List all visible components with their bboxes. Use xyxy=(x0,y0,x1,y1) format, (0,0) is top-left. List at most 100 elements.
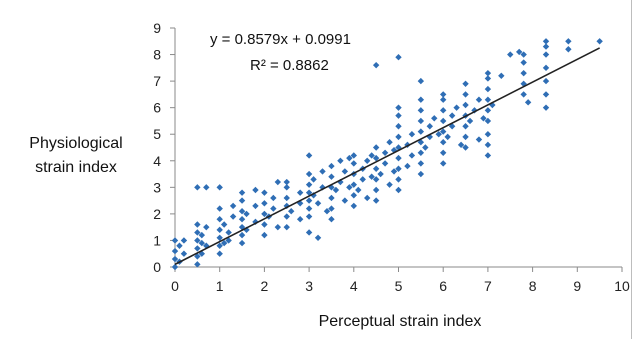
data-point xyxy=(261,210,268,218)
data-point xyxy=(381,160,389,167)
data-point xyxy=(377,170,384,178)
data-point xyxy=(305,213,313,220)
data-point xyxy=(395,54,402,61)
data-point xyxy=(328,162,335,170)
data-point xyxy=(346,154,353,162)
data-point xyxy=(417,160,425,167)
data-point xyxy=(270,205,277,212)
data-point xyxy=(283,178,290,186)
data-point xyxy=(484,152,492,159)
data-point xyxy=(171,247,179,255)
data-point xyxy=(386,181,393,188)
y-axis-label: Physiological strain index xyxy=(29,135,123,176)
data-point xyxy=(480,115,487,122)
data-point xyxy=(238,208,246,215)
y-tick-label: 7 xyxy=(153,73,161,89)
data-point xyxy=(417,149,425,157)
data-point xyxy=(238,216,246,223)
data-point xyxy=(198,239,206,247)
data-point xyxy=(203,242,210,249)
data-point xyxy=(484,117,492,125)
data-point xyxy=(395,133,402,141)
data-point xyxy=(431,115,438,122)
data-point xyxy=(498,72,505,79)
x-tick-label: 2 xyxy=(261,278,269,294)
data-point xyxy=(296,189,304,196)
x-axis-label: Perceptual strain index xyxy=(318,313,482,330)
data-point xyxy=(319,168,326,175)
data-point xyxy=(462,123,469,130)
data-point xyxy=(417,107,425,114)
data-point xyxy=(395,165,402,172)
data-point xyxy=(220,239,228,247)
data-point xyxy=(225,237,232,244)
data-point xyxy=(305,205,313,212)
data-point xyxy=(305,197,313,204)
data-point xyxy=(542,64,550,72)
y-tick-label: 0 xyxy=(153,259,161,275)
data-point xyxy=(520,91,527,98)
data-point xyxy=(198,231,206,239)
data-point xyxy=(283,223,290,231)
data-point xyxy=(364,194,371,202)
data-point xyxy=(484,96,492,103)
data-point xyxy=(426,123,433,130)
data-point xyxy=(520,59,527,66)
data-point xyxy=(368,173,375,180)
data-point xyxy=(216,226,223,234)
data-point xyxy=(350,202,357,210)
data-point xyxy=(270,194,277,202)
data-point xyxy=(194,237,201,244)
data-point xyxy=(203,184,210,191)
data-point xyxy=(337,157,344,164)
data-point xyxy=(194,245,201,252)
data-point xyxy=(229,213,237,220)
x-tick-label: 1 xyxy=(216,278,224,294)
data-point xyxy=(440,96,447,103)
data-point xyxy=(305,189,313,196)
data-point xyxy=(216,250,223,257)
data-points-group xyxy=(171,38,603,271)
data-point xyxy=(462,133,469,141)
data-point xyxy=(390,168,398,175)
data-point xyxy=(417,128,425,135)
data-point xyxy=(596,38,603,45)
data-point xyxy=(296,200,304,207)
y-tick-label: 3 xyxy=(153,179,161,195)
data-point xyxy=(417,117,425,125)
data-point xyxy=(520,51,527,58)
x-tick-label: 3 xyxy=(305,278,313,294)
data-point xyxy=(328,194,335,202)
data-point xyxy=(180,237,188,244)
data-point xyxy=(368,152,375,159)
data-point xyxy=(440,107,447,114)
data-point xyxy=(542,91,550,98)
data-point xyxy=(350,192,357,199)
data-point xyxy=(194,229,201,236)
data-point xyxy=(296,216,304,223)
data-point xyxy=(507,51,514,58)
data-point xyxy=(440,91,447,98)
data-point xyxy=(328,205,335,212)
data-point xyxy=(426,133,433,141)
data-point xyxy=(238,239,246,247)
data-point xyxy=(194,184,201,191)
x-tick-label: 5 xyxy=(395,278,403,294)
data-point xyxy=(261,189,268,196)
data-point xyxy=(332,186,340,194)
data-point xyxy=(462,101,469,109)
y-tick-label: 8 xyxy=(153,47,161,63)
data-point xyxy=(386,138,393,146)
data-point xyxy=(524,99,532,106)
data-point xyxy=(180,250,188,257)
tick-group: 0 1 2 3 4 5 6 7 8 9 10 0 1 2 3 4 5 6 7 8 9 xyxy=(153,20,630,294)
data-point xyxy=(171,237,179,244)
y-tick-label: 2 xyxy=(153,206,161,222)
data-point xyxy=(520,80,527,87)
data-point xyxy=(364,157,371,164)
data-point xyxy=(328,216,335,223)
data-point xyxy=(475,96,483,103)
data-point xyxy=(274,178,282,186)
data-point xyxy=(372,176,380,183)
data-point xyxy=(216,242,223,249)
